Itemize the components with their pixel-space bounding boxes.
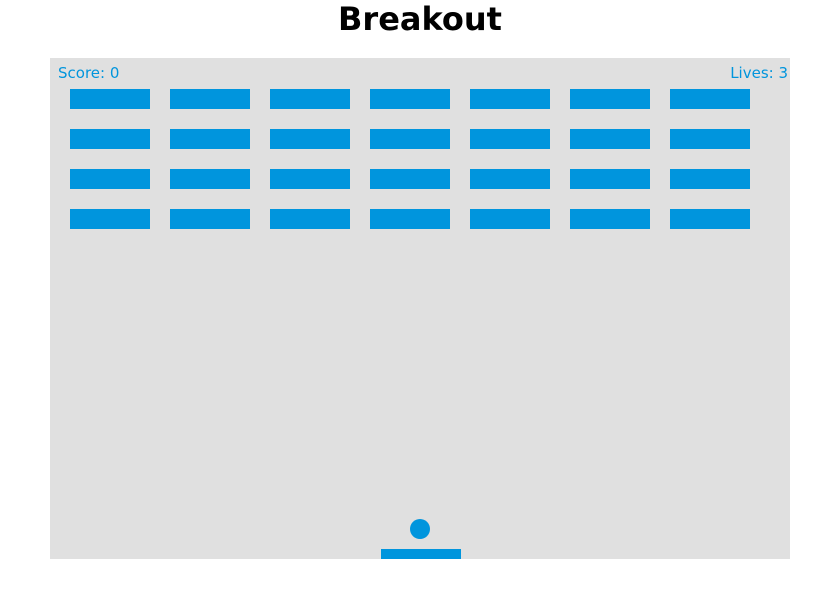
brick [70, 169, 150, 189]
brick [370, 89, 450, 109]
brick [70, 209, 150, 229]
brick [670, 89, 750, 109]
brick [170, 209, 250, 229]
paddle[interactable] [381, 549, 461, 559]
brick [70, 89, 150, 109]
brick [470, 169, 550, 189]
brick [670, 209, 750, 229]
brick [70, 129, 150, 149]
game-canvas[interactable]: Score: 0 Lives: 3 [50, 58, 790, 559]
brick [670, 129, 750, 149]
brick [270, 209, 350, 229]
brick [470, 129, 550, 149]
brick [270, 129, 350, 149]
brick [570, 209, 650, 229]
brick [170, 129, 250, 149]
ball [410, 519, 430, 539]
brick [470, 89, 550, 109]
brick [570, 129, 650, 149]
brick [370, 209, 450, 229]
score-display: Score: 0 [58, 64, 120, 82]
brick [370, 169, 450, 189]
lives-display: Lives: 3 [730, 64, 788, 82]
brick [170, 89, 250, 109]
page-title: Breakout [338, 0, 502, 38]
brick [670, 169, 750, 189]
brick [270, 89, 350, 109]
brick [570, 169, 650, 189]
brick [270, 169, 350, 189]
brick [570, 89, 650, 109]
brick [170, 169, 250, 189]
brick [370, 129, 450, 149]
brick [470, 209, 550, 229]
